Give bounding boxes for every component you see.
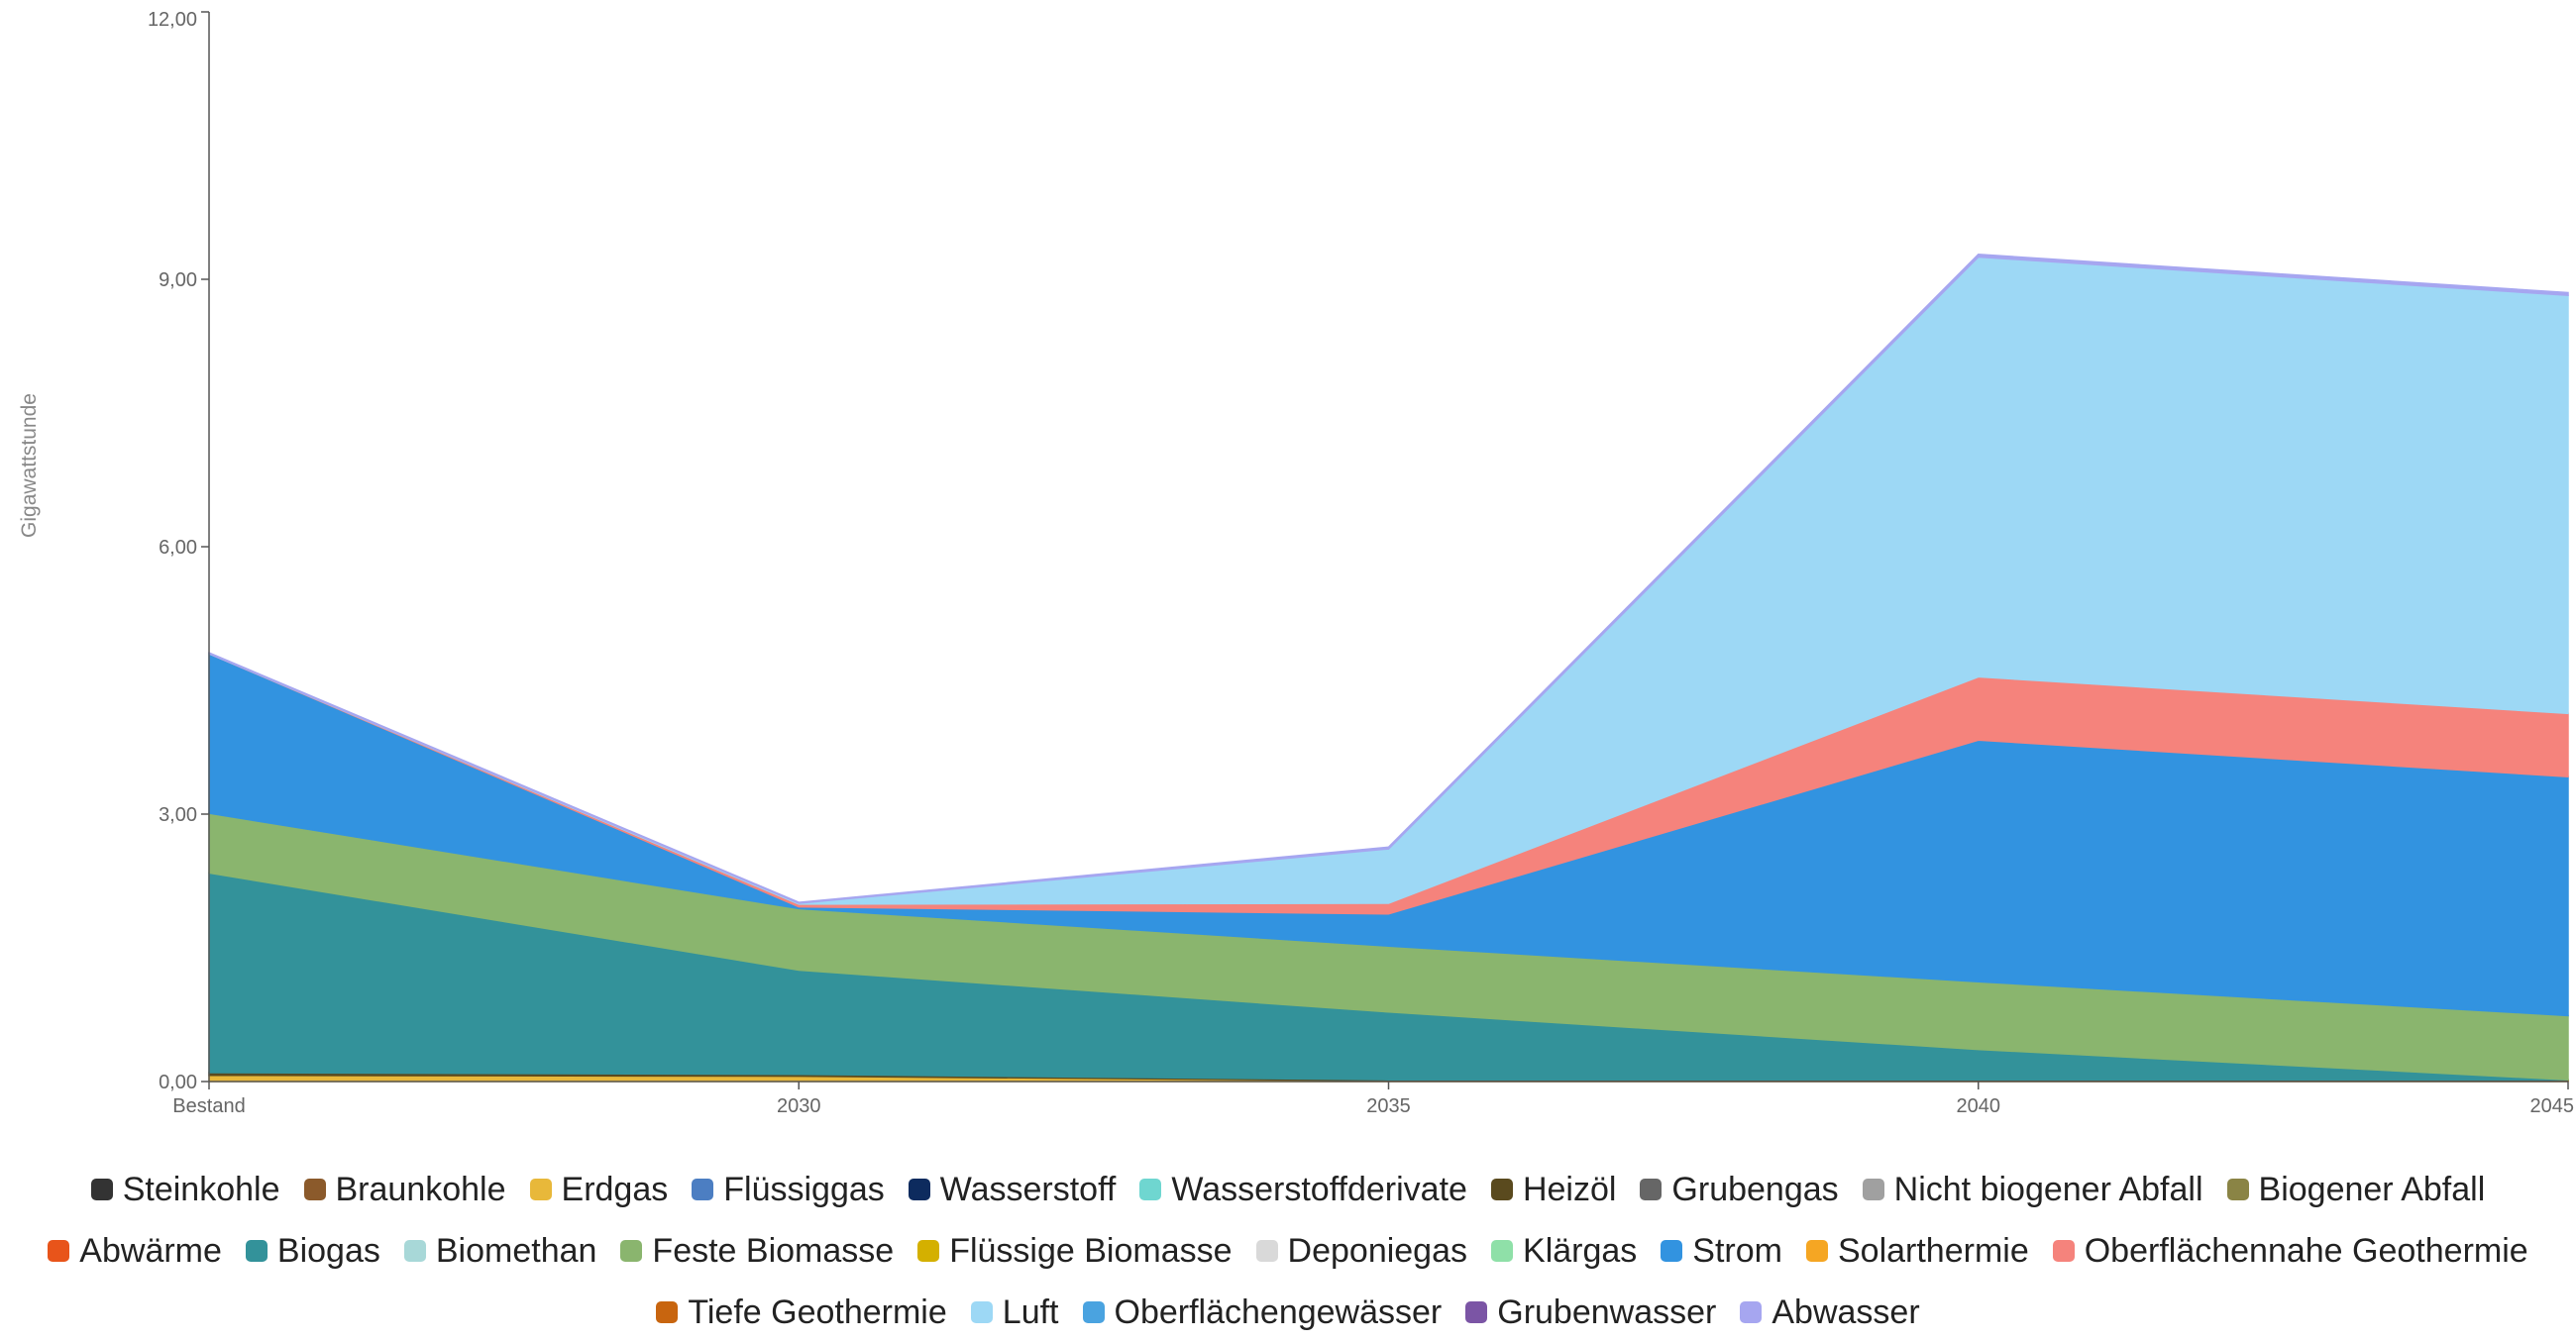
legend-label: Biomethan [435, 1231, 597, 1270]
legend-item-biomethan[interactable]: Biomethan [403, 1231, 597, 1271]
x-tick-label: 2040 [1957, 1095, 2001, 1117]
y-tick-label: 12,00 [148, 9, 197, 31]
legend-item-biogas[interactable]: Biogas [245, 1231, 380, 1271]
legend-row: Tiefe Geothermie Luft Oberflächengewässer G… [0, 1282, 2576, 1343]
legend-label: Deponiegas [1287, 1231, 1468, 1270]
legend-item-grubengas[interactable]: Grubengas [1640, 1170, 1839, 1209]
legend-label: Luft [1002, 1292, 1059, 1331]
x-tick-label: 2045 [2530, 1095, 2575, 1117]
legend-item-nicht-biogener-abfall[interactable]: Nicht biogener Abfall [1862, 1170, 2203, 1209]
legend-swatch [245, 1240, 268, 1262]
legend-item-fluessige-biomasse[interactable]: Flüssige Biomasse [917, 1231, 1233, 1271]
y-ticks: 0,00 3,00 6,00 9,00 12,00 [148, 9, 209, 1093]
legend-swatch [1139, 1179, 1162, 1200]
legend-label: Strom [1692, 1231, 1782, 1270]
legend-swatch [917, 1240, 940, 1262]
x-tick-label: 2030 [777, 1095, 821, 1117]
legend-swatch [2052, 1240, 2075, 1262]
legend-row: Steinkohle Braunkohle Erdgas Flüssiggas Wass… [0, 1159, 2576, 1220]
legend-swatch [1490, 1179, 1513, 1200]
legend-swatch [529, 1179, 552, 1200]
legend-label: Grubengas [1671, 1170, 1839, 1208]
legend-label: Feste Biomasse [652, 1231, 895, 1270]
area-layer [208, 254, 2569, 1083]
legend-item-grubenwasser[interactable]: Grubenwasser [1465, 1293, 1716, 1332]
legend-item-strom[interactable]: Strom [1661, 1232, 1782, 1271]
x-ticks: Bestand 2030 2035 2040 2045 [172, 1082, 2574, 1117]
legend-swatch [1082, 1301, 1105, 1323]
legend-swatch [1862, 1179, 1884, 1200]
legend-item-solarthermie[interactable]: Solarthermie [1805, 1231, 2029, 1271]
legend-item-fluessiggas[interactable]: Flüssiggas [692, 1171, 885, 1209]
legend-swatch [403, 1240, 426, 1262]
y-axis-title: Gigawattstunde [18, 393, 41, 538]
y-tick-label: 3,00 [159, 804, 197, 826]
legend-item-deponiegas[interactable]: Deponiegas [1255, 1231, 1468, 1271]
legend-swatch [656, 1301, 679, 1323]
legend-swatch [692, 1179, 714, 1200]
x-tick-label: Bestand [172, 1095, 245, 1117]
legend-swatch [303, 1179, 326, 1200]
legend-label: Oberflächengewässer [1114, 1292, 1443, 1331]
legend-item-klaergas[interactable]: Klärgas [1491, 1232, 1637, 1271]
legend-item-heizoel[interactable]: Heizöl [1490, 1170, 1617, 1209]
legend-swatch [90, 1179, 113, 1200]
legend-item-abwaerme[interactable]: Abwärme [48, 1232, 222, 1271]
legend-label: Biogener Abfall [2258, 1170, 2486, 1208]
legend-label: Abwasser [1771, 1292, 1920, 1331]
legend-swatch [1465, 1301, 1488, 1323]
legend: Steinkohle Braunkohle Erdgas Flüssiggas Wass… [0, 1159, 2576, 1343]
area-abwasser[interactable] [208, 254, 2569, 904]
x-tick-label: 2035 [1366, 1095, 1411, 1117]
legend-item-oberflaechennahe-geothermie[interactable]: Oberflächennahe Geothermie [2052, 1231, 2528, 1271]
legend-swatch [1640, 1179, 1663, 1200]
legend-label: Heizöl [1522, 1170, 1617, 1208]
legend-swatch [1740, 1301, 1763, 1323]
legend-label: Nicht biogener Abfall [1893, 1170, 2203, 1208]
legend-label: Flüssige Biomasse [949, 1231, 1233, 1270]
legend-label: Tiefe Geothermie [688, 1292, 947, 1331]
legend-label: Erdgas [561, 1170, 669, 1208]
legend-item-abwasser[interactable]: Abwasser [1740, 1292, 1920, 1332]
legend-row: Abwärme Biogas Biomethan Feste Biomasse Flüs… [0, 1220, 2576, 1282]
legend-label: Solarthermie [1837, 1231, 2029, 1270]
legend-swatch [1805, 1240, 1828, 1262]
legend-item-feste-biomasse[interactable]: Feste Biomasse [620, 1232, 894, 1271]
legend-item-steinkohle[interactable]: Steinkohle [90, 1170, 280, 1209]
y-tick-label: 0,00 [159, 1072, 197, 1093]
legend-item-biogener-abfall[interactable]: Biogener Abfall [2226, 1170, 2486, 1209]
legend-label: Flüssiggas [723, 1170, 885, 1208]
legend-swatch [1491, 1240, 1514, 1262]
legend-label: Biogas [276, 1231, 380, 1270]
legend-item-luft[interactable]: Luft [970, 1292, 1059, 1332]
legend-item-tiefe-geothermie[interactable]: Tiefe Geothermie [656, 1292, 947, 1332]
legend-swatch [970, 1301, 993, 1323]
legend-label: Grubenwasser [1497, 1292, 1717, 1331]
y-tick-label: 6,00 [159, 537, 197, 559]
y-tick-label: 9,00 [159, 269, 197, 291]
legend-swatch [908, 1179, 930, 1200]
legend-swatch [1255, 1240, 1278, 1262]
legend-item-braunkohle[interactable]: Braunkohle [303, 1170, 506, 1209]
legend-swatch [620, 1240, 643, 1262]
legend-item-wasserstoffderivate[interactable]: Wasserstoffderivate [1139, 1171, 1467, 1209]
legend-item-erdgas[interactable]: Erdgas [529, 1170, 669, 1209]
legend-swatch [48, 1240, 70, 1262]
legend-label: Oberflächennahe Geothermie [2084, 1231, 2528, 1270]
legend-label: Abwärme [79, 1231, 222, 1270]
legend-item-oberflaechengewaesser[interactable]: Oberflächengewässer [1082, 1292, 1443, 1332]
legend-label: Klärgas [1523, 1231, 1638, 1270]
legend-label: Wasserstoff [939, 1170, 1117, 1208]
legend-label: Steinkohle [122, 1170, 280, 1208]
legend-label: Wasserstoffderivate [1171, 1170, 1467, 1208]
legend-label: Braunkohle [335, 1170, 506, 1208]
legend-swatch [2226, 1179, 2249, 1200]
legend-item-wasserstoff[interactable]: Wasserstoff [908, 1170, 1117, 1209]
legend-swatch [1661, 1240, 1683, 1262]
